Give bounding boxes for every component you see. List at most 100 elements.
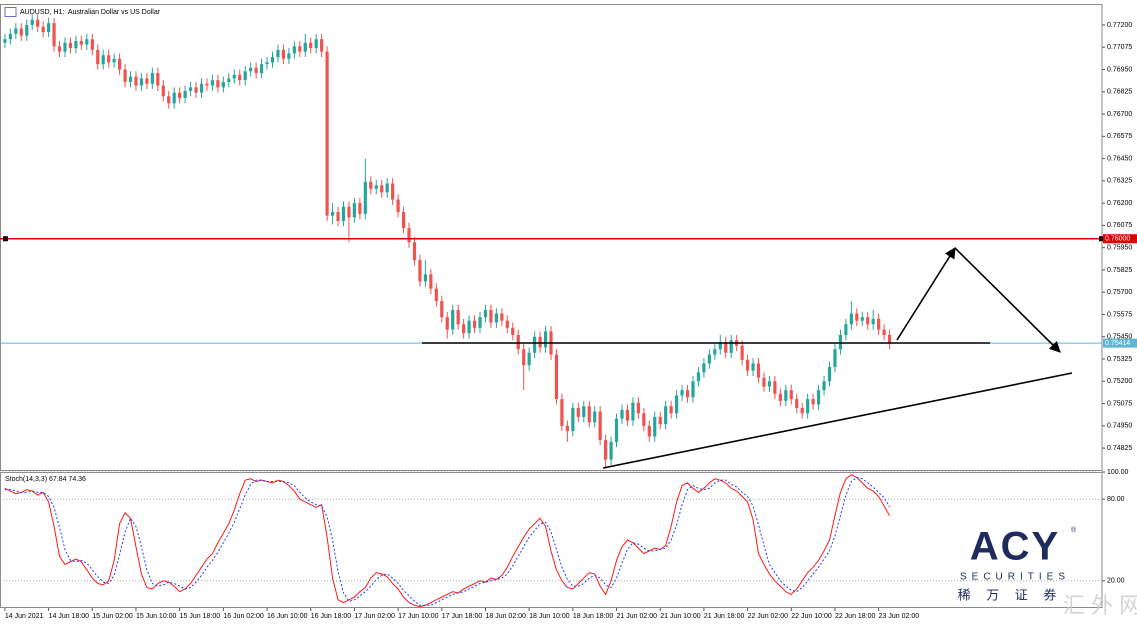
line-handle <box>3 236 8 242</box>
candle-body <box>25 24 29 36</box>
y-tick-label: 0.75575 <box>1107 311 1132 318</box>
candle-body <box>789 390 793 400</box>
candle-body <box>478 317 482 328</box>
candle-body <box>773 381 777 394</box>
watermark: 汇 外 网 <box>1063 593 1137 618</box>
candle-body <box>270 57 275 63</box>
candle-body <box>647 425 651 437</box>
y-tick-label: 0.74825 <box>1107 445 1132 452</box>
candle-body <box>866 317 870 325</box>
candle-body <box>669 406 673 414</box>
candle-body <box>554 354 559 400</box>
logo-subtitle: SECURITIES <box>960 572 1070 583</box>
candle-body <box>101 55 105 65</box>
x-tick-label: 23 Jun 02:00 <box>879 613 920 620</box>
candle-body <box>827 367 832 382</box>
stoch-panel-frame <box>0 472 1103 608</box>
candle-body <box>718 342 722 350</box>
candle-body <box>751 363 755 371</box>
candle-body <box>74 40 78 49</box>
candle-body <box>543 331 548 348</box>
candle-body <box>227 78 231 82</box>
candle-body <box>134 76 138 86</box>
candle-body <box>625 409 630 421</box>
y-tick-label: 0.74950 <box>1107 423 1132 430</box>
candle-body <box>238 74 242 81</box>
candle-body <box>849 313 853 325</box>
candle-body <box>259 64 264 74</box>
symbol-icon <box>4 7 17 17</box>
candle-body <box>691 381 695 398</box>
candle-body <box>511 327 515 335</box>
candle-body <box>707 354 711 364</box>
candle-body <box>210 80 215 86</box>
candle-body <box>664 406 668 425</box>
candle-body <box>391 183 395 200</box>
candle-body <box>90 39 94 50</box>
price-badge-label: 0.76000 <box>1105 236 1130 243</box>
candle-body <box>8 33 12 40</box>
candle-body <box>440 301 444 318</box>
candle-body <box>658 416 662 425</box>
candle-body <box>183 90 187 98</box>
stoch-line <box>4 476 890 606</box>
candle-body <box>467 320 471 334</box>
line-handle <box>1099 236 1104 242</box>
candle-body <box>401 212 406 229</box>
y-tick-label: 0.75700 <box>1107 289 1132 296</box>
y-tick-label: 0.76325 <box>1107 178 1132 185</box>
candle-body <box>462 324 466 334</box>
candle-body <box>538 336 542 348</box>
candle-body <box>123 69 127 82</box>
y-tick-label: 0.77075 <box>1107 44 1132 51</box>
candle-body <box>79 40 83 45</box>
candle-body <box>232 74 236 79</box>
candle-body <box>598 411 602 441</box>
candle-body <box>112 58 116 63</box>
candle-body <box>85 39 89 45</box>
candle-body <box>833 349 837 368</box>
candle-body <box>494 313 498 323</box>
candle-body <box>631 402 635 421</box>
plot-layer: AUDUSD, H1: Australian Dollar vs US Doll… <box>0 9 1137 620</box>
candle-body <box>778 393 782 401</box>
panel-title: AUDUSD, H1: Australian Dollar vs US Doll… <box>20 9 161 16</box>
candle-body <box>680 390 684 396</box>
y-tick-label: 0.76950 <box>1107 66 1132 73</box>
y-tick-label: 0.75075 <box>1107 400 1132 407</box>
x-tick-label: 21 Jun 10:00 <box>660 613 701 620</box>
candle-body <box>582 406 586 417</box>
x-tick-label: 22 Jun 02:00 <box>748 613 789 620</box>
candle-body <box>369 181 373 189</box>
candle-body <box>3 39 7 43</box>
candle-body <box>68 42 73 49</box>
candle-body <box>385 183 389 193</box>
candle-body <box>565 425 569 432</box>
logo-chinese: 稀 万 证 券 <box>958 587 1063 602</box>
candle-body <box>407 228 411 243</box>
candle-body <box>653 416 657 437</box>
candle-body <box>877 318 881 330</box>
candle-body <box>243 71 247 81</box>
candle-body <box>156 73 160 86</box>
x-tick-label: 16 Jun 10:00 <box>267 613 308 620</box>
candle-body <box>139 78 144 86</box>
x-tick-label: 15 Jun 02:00 <box>92 613 133 620</box>
price-badge <box>1103 234 1137 244</box>
candle-body <box>685 390 690 398</box>
candle-body <box>188 87 193 91</box>
candle-body <box>30 19 34 25</box>
arrow-up <box>896 247 956 341</box>
y-tick-label: 0.76575 <box>1107 133 1132 140</box>
candle-body <box>150 73 154 84</box>
x-tick-label: 18 Jun 10:00 <box>529 613 570 620</box>
candle-body <box>724 342 728 353</box>
candle-body <box>249 67 253 72</box>
candle-body <box>325 51 329 216</box>
x-tick-label: 17 Jun 18:00 <box>442 613 483 620</box>
x-tick-label: 15 Jun 18:00 <box>180 613 221 620</box>
candle-body <box>822 381 826 391</box>
candle-body <box>314 39 318 49</box>
